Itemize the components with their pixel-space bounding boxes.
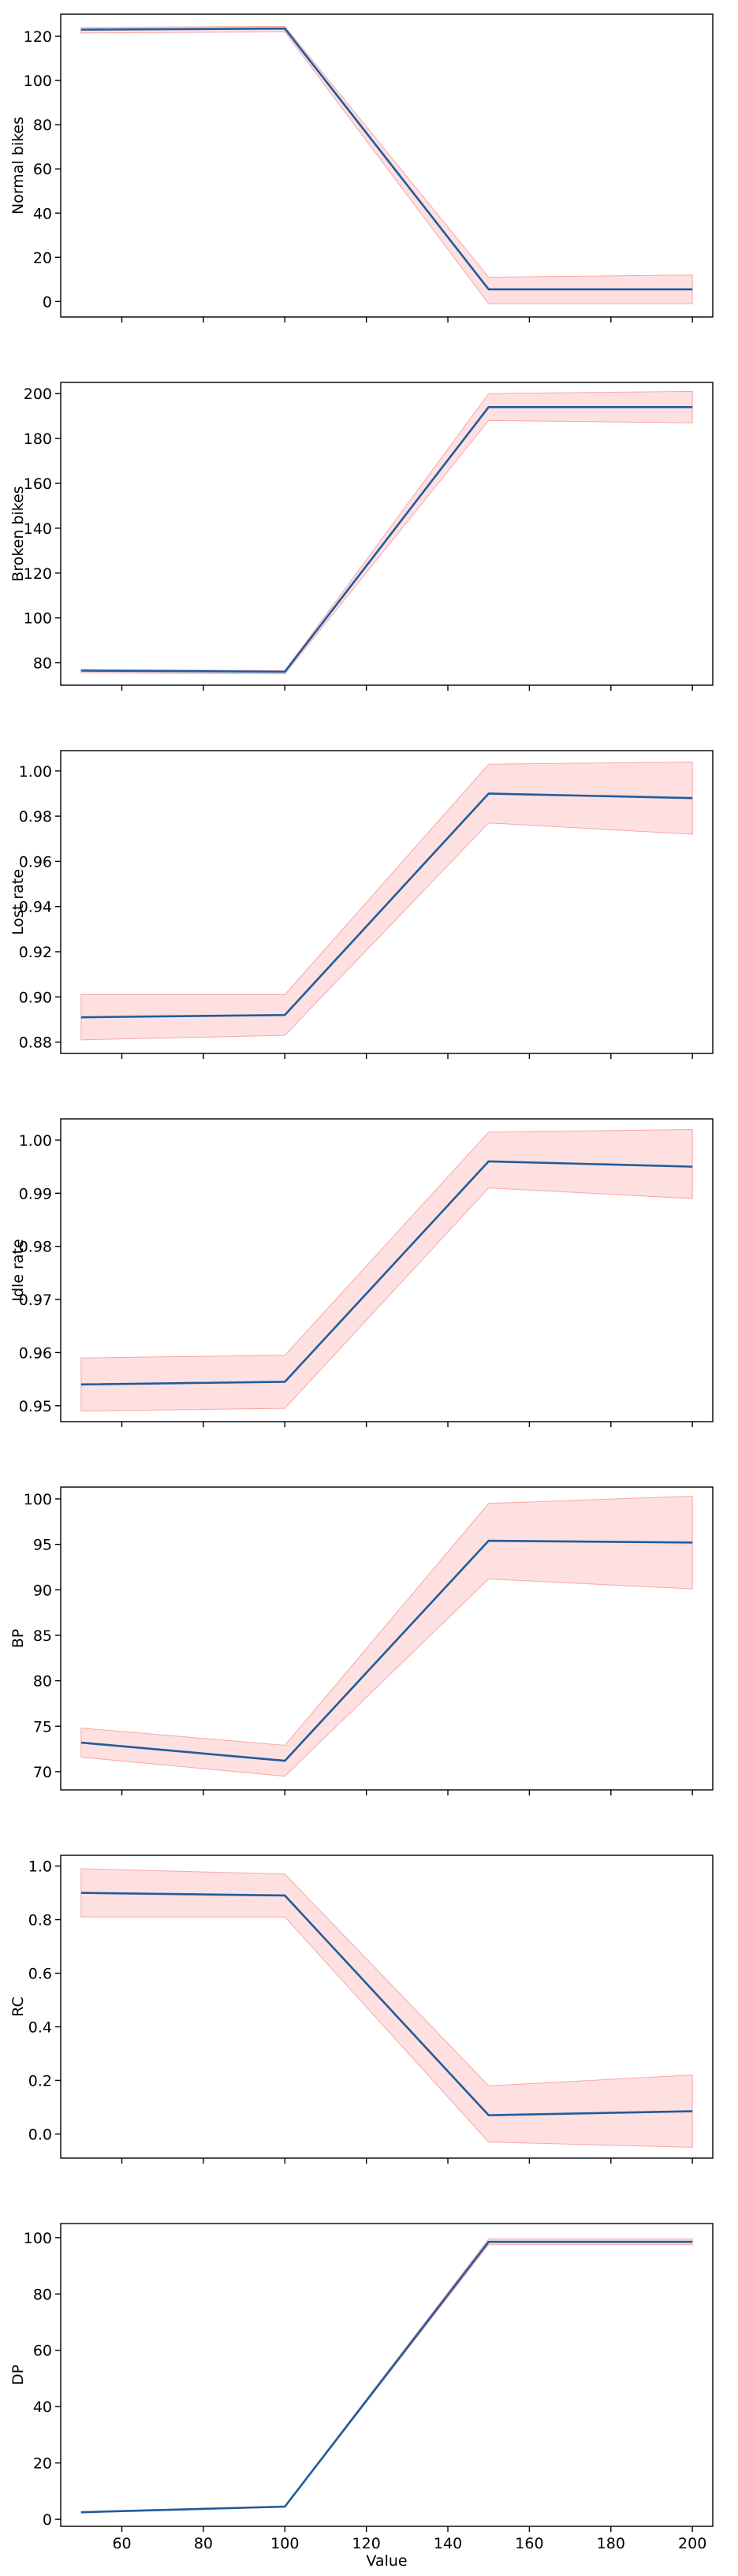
axes-frame: [60, 13, 714, 318]
y-tick-label: 1.00: [19, 1132, 52, 1150]
y-tick-label: 0.98: [19, 1239, 52, 1256]
series-line: [80, 792, 693, 1019]
axes-frame: [60, 750, 714, 1054]
y-tick-label: 0.99: [19, 1185, 52, 1202]
y-tick-label: 1.0: [28, 1858, 52, 1876]
y-tick-label: 0.98: [19, 808, 52, 826]
y-tick-label: 100: [24, 73, 52, 90]
y-tick-label: 75: [33, 1718, 52, 1735]
y-tick-label: 0.2: [28, 2072, 52, 2090]
y-tick-label: 40: [33, 2399, 52, 2416]
y-tick-label: 160: [24, 475, 52, 493]
y-tick-label: 80: [33, 2286, 52, 2303]
subplot-5: 70 75 80 85 90 95 100 BP: [9, 1486, 714, 1795]
y-tick-label: 120: [24, 565, 52, 583]
y-tick-label: 0.96: [19, 1344, 52, 1362]
y-tick-label: 0.4: [28, 2019, 52, 2036]
y-tick-label: 0: [43, 293, 52, 311]
x-tick-label: 160: [515, 2535, 543, 2552]
series-line: [80, 405, 693, 673]
axes-frame: [60, 2223, 714, 2527]
confidence-band: [80, 1496, 693, 1777]
y-tick-label: 200: [24, 386, 52, 403]
x-tick-label: 120: [352, 2535, 381, 2552]
axes-frame: [60, 1486, 714, 1791]
axes-frame: [60, 1118, 714, 1422]
y-tick-label: 100: [24, 1491, 52, 1508]
y-axis-label: Normal bikes: [9, 117, 27, 214]
confidence-band: [80, 2239, 693, 2514]
y-tick-label: 180: [24, 431, 52, 448]
y-tick-label: 140: [24, 520, 52, 538]
y-tick-label: 80: [33, 655, 52, 673]
y-tick-label: 0.95: [19, 1398, 52, 1415]
x-tick-label: 140: [434, 2535, 462, 2552]
subplot-2: 80 100 120 140 160 180 200 Broken bikes: [9, 382, 714, 691]
axes-frame: [60, 1855, 714, 2159]
y-tick-label: 0.97: [19, 1292, 52, 1309]
confidence-band: [80, 1868, 693, 2148]
y-axis-label: Broken bikes: [9, 486, 27, 581]
series-line: [80, 2240, 693, 2514]
series-line: [80, 1539, 693, 1762]
series-line: [80, 1892, 693, 2116]
y-tick-label: 80: [33, 117, 52, 134]
y-tick-label: 120: [24, 28, 52, 46]
y-tick-label: 90: [33, 1582, 52, 1599]
y-tick-label: 100: [24, 2230, 52, 2247]
y-axis-label: Lost rate: [9, 869, 27, 935]
subplot-4: 0.95 0.96 0.97 0.98 0.99 1.00 Idle rate: [9, 1118, 714, 1427]
y-tick-label: 0.92: [19, 944, 52, 961]
series-line: [80, 27, 693, 291]
y-axis-label: Idle rate: [9, 1239, 27, 1301]
subplot-6: 0.0 0.2 0.4 0.6 0.8 1.0 RC: [9, 1855, 714, 2164]
y-tick-label: 0.88: [19, 1035, 52, 1052]
y-tick-label: 0.0: [28, 2126, 52, 2143]
y-axis-label: RC: [9, 1996, 27, 2017]
subplot-1: 0 20 40 60 80 100 120 Normal bikes: [9, 13, 714, 322]
y-tick-label: 0.6: [28, 1966, 52, 1983]
y-tick-label: 20: [33, 249, 52, 267]
y-axis-label: DP: [9, 2365, 27, 2385]
axes-frame: [60, 382, 714, 686]
x-tick-label: 100: [270, 2535, 299, 2552]
y-tick-label: 70: [33, 1764, 52, 1781]
y-tick-label: 0.94: [19, 899, 52, 916]
series-line: [80, 1160, 693, 1386]
subplot-7: 0 20 40 60 80 100 60 80 100 120 140 160 180 200 DP Valu…: [9, 2223, 714, 2570]
confidence-band: [80, 390, 693, 675]
y-tick-label: 100: [24, 610, 52, 628]
y-tick-label: 1.00: [19, 763, 52, 781]
y-tick-label: 20: [33, 2455, 52, 2473]
confidence-band: [80, 761, 693, 1041]
y-tick-label: 0.96: [19, 853, 52, 870]
y-tick-label: 85: [33, 1627, 52, 1645]
confidence-band: [80, 25, 693, 304]
subplot-3: 0.88 0.90 0.92 0.94 0.96 0.98 1.00 Lost rate: [9, 750, 714, 1059]
y-tick-label: 40: [33, 205, 52, 222]
x-tick-label: 60: [112, 2535, 131, 2552]
y-tick-label: 0: [43, 2511, 52, 2529]
y-tick-label: 95: [33, 1537, 52, 1554]
y-axis-label: BP: [9, 1629, 27, 1649]
y-tick-label: 0.90: [19, 989, 52, 1006]
y-tick-label: 60: [33, 2343, 52, 2360]
x-tick-label: 180: [597, 2535, 625, 2552]
y-tick-label: 80: [33, 1673, 52, 1691]
y-tick-label: 0.8: [28, 1912, 52, 1929]
x-axis-label: Value: [366, 2552, 407, 2570]
x-tick-label: 80: [194, 2535, 213, 2552]
y-tick-label: 60: [33, 161, 52, 178]
x-tick-label: 200: [678, 2535, 706, 2552]
